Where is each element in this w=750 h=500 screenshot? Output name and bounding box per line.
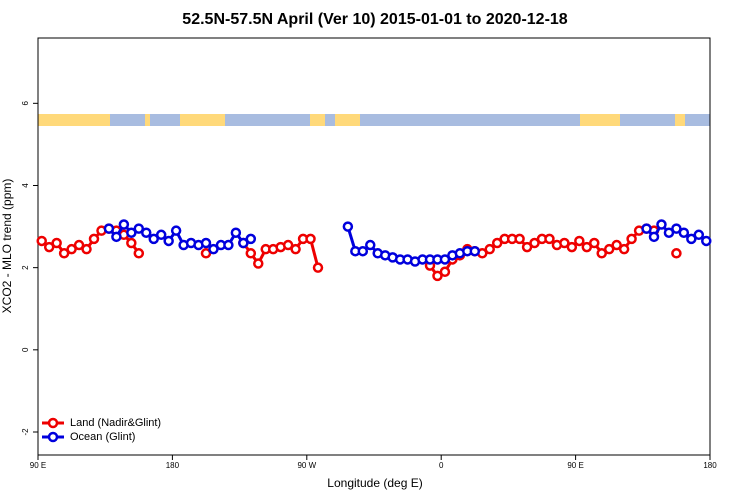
data-point — [589, 237, 600, 249]
legend-swatch-marker — [47, 417, 59, 429]
data-point — [671, 223, 682, 234]
data-point — [357, 245, 369, 257]
y-tick-label: 6 — [21, 101, 30, 106]
data-point — [671, 248, 682, 259]
legend-swatch-marker — [47, 431, 59, 443]
data-point — [648, 231, 660, 243]
data-point — [118, 219, 130, 230]
legend: Land (Nadir&Glint) Ocean (Glint) — [42, 417, 161, 443]
data-point — [170, 225, 182, 236]
data-point — [521, 241, 533, 253]
data-point — [200, 237, 212, 249]
data-point — [58, 248, 70, 259]
x-tick-label: 180 — [166, 461, 180, 470]
data-point — [103, 223, 115, 234]
data-point — [342, 221, 354, 232]
data-point — [618, 243, 630, 255]
data-point — [66, 243, 77, 255]
data-point — [566, 241, 578, 253]
y-tick-label: 2 — [21, 265, 30, 270]
data-point — [126, 227, 137, 238]
data-point — [88, 233, 100, 245]
data-point — [484, 243, 495, 255]
legend-label: Land (Nadir&Glint) — [70, 417, 161, 429]
data-point — [574, 235, 585, 247]
data-point — [305, 233, 316, 245]
data-point — [439, 266, 451, 278]
y-tick-label: -2 — [21, 428, 30, 436]
data-point — [656, 219, 667, 230]
plot-frame — [37, 37, 711, 456]
data-point — [208, 243, 219, 255]
data-point — [81, 243, 92, 255]
data-point — [686, 233, 697, 245]
x-tick-label: 90 W — [297, 461, 316, 470]
data-point — [365, 239, 376, 251]
data-point — [290, 243, 301, 255]
data-point — [163, 235, 174, 247]
data-point — [514, 233, 525, 245]
data-point — [701, 235, 712, 247]
data-point — [148, 233, 159, 245]
data-point — [282, 239, 294, 251]
chart-title: 52.5N-57.5N April (Ver 10) 2015-01-01 to… — [182, 11, 568, 28]
legend-label: Ocean (Glint) — [70, 431, 135, 443]
data-point — [581, 241, 593, 253]
data-point — [73, 239, 85, 251]
data-point — [133, 248, 145, 259]
data-point — [663, 227, 675, 238]
data-point — [312, 262, 324, 273]
data-point — [544, 233, 555, 245]
data-point — [491, 237, 503, 249]
data-point — [111, 231, 122, 243]
data-point — [693, 229, 705, 241]
data-point — [626, 233, 637, 245]
data-point — [253, 258, 264, 269]
data-point — [133, 223, 145, 234]
x-tick-label: 90 E — [567, 461, 583, 470]
data-point — [529, 237, 540, 249]
data-point — [245, 248, 257, 259]
data-point — [611, 239, 622, 251]
data-point — [432, 270, 443, 282]
data-point — [43, 241, 55, 253]
data-point — [141, 227, 152, 238]
data-point — [51, 237, 62, 249]
data-point — [641, 223, 652, 234]
y-axis-label: XCO2 - MLO trend (ppm) — [0, 179, 14, 314]
data-point — [223, 239, 234, 251]
x-tick-label: 180 — [703, 461, 717, 470]
y-tick-label: 0 — [21, 347, 30, 352]
data-point — [36, 235, 47, 247]
data-point — [155, 229, 167, 241]
data-point — [230, 227, 242, 238]
data-point — [603, 243, 615, 255]
data-point — [559, 237, 570, 249]
data-point — [439, 254, 451, 265]
data-point — [200, 248, 212, 259]
data-point — [245, 233, 257, 245]
x-axis-label: Longitude (deg E) — [327, 476, 422, 490]
data-point — [238, 237, 249, 249]
data-point — [469, 245, 481, 257]
data-point — [596, 248, 607, 259]
data-point — [126, 237, 137, 249]
surface-band — [38, 114, 710, 126]
y-tick-label: 4 — [21, 183, 30, 188]
x-tick-label: 90 E — [30, 461, 46, 470]
data-point — [678, 227, 690, 238]
x-tick-label: 0 — [439, 461, 444, 470]
